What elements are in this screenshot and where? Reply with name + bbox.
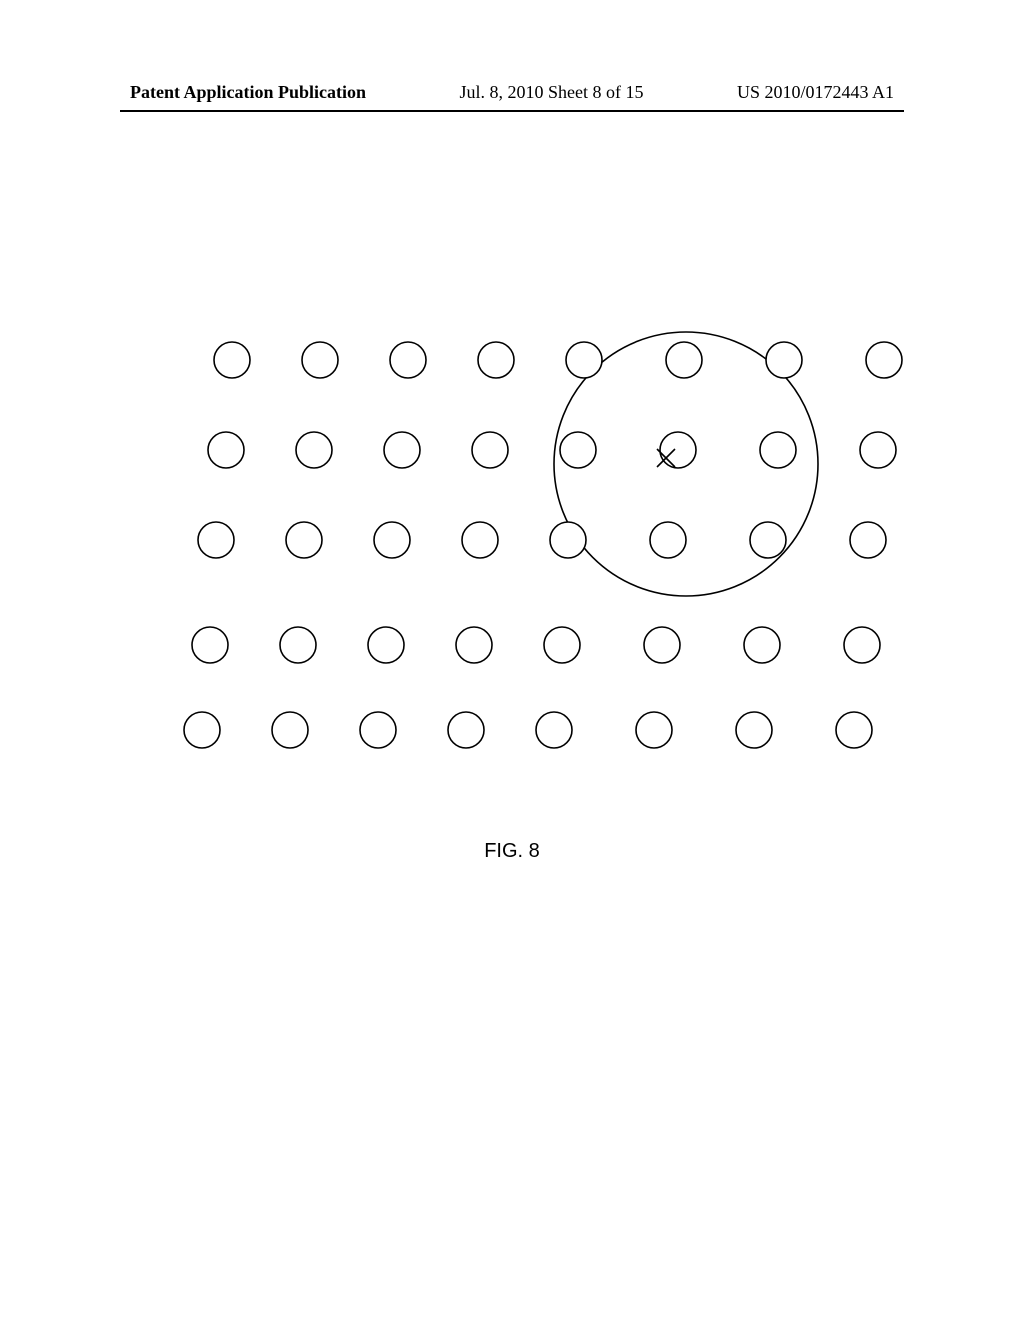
grid-circle (536, 712, 572, 748)
grid-circle (750, 522, 786, 558)
grid-circle (478, 342, 514, 378)
grid-circle (462, 522, 498, 558)
grid-circle (744, 627, 780, 663)
grid-circle (192, 627, 228, 663)
grid-circle (660, 432, 696, 468)
page: Patent Application Publication Jul. 8, 2… (0, 0, 1024, 1320)
grid-circle (198, 522, 234, 558)
grid-circle (286, 522, 322, 558)
header-rule (120, 110, 904, 112)
figure-caption: FIG. 8 (0, 840, 1024, 863)
grid-circle (456, 627, 492, 663)
page-header: Patent Application Publication Jul. 8, 2… (0, 82, 1024, 103)
grid-circle (650, 522, 686, 558)
grid-circle (636, 712, 672, 748)
grid-circle (544, 627, 580, 663)
grid-circle (374, 522, 410, 558)
grid-circle (384, 432, 420, 468)
grid-circle (368, 627, 404, 663)
grid-circle (736, 712, 772, 748)
grid-circle (844, 627, 880, 663)
grid-circle (360, 712, 396, 748)
figure-area (0, 300, 1024, 760)
grid-circle (566, 342, 602, 378)
grid-circle (866, 342, 902, 378)
sheet-label: Jul. 8, 2010 Sheet 8 of 15 (460, 82, 644, 103)
grid-circle (296, 432, 332, 468)
grid-circle (390, 342, 426, 378)
grid-circle (760, 432, 796, 468)
grid-circle (214, 342, 250, 378)
grid-circle (850, 522, 886, 558)
grid-circle (208, 432, 244, 468)
grid-circle (766, 342, 802, 378)
grid-circle (644, 627, 680, 663)
patent-number: US 2010/0172443 A1 (737, 82, 894, 103)
grid-circle (184, 712, 220, 748)
grid-circle (860, 432, 896, 468)
grid-circle (448, 712, 484, 748)
header-row: Patent Application Publication Jul. 8, 2… (0, 82, 1024, 103)
publication-label: Patent Application Publication (130, 82, 366, 103)
grid-circle (280, 627, 316, 663)
figure-svg (72, 300, 952, 760)
grid-circle (836, 712, 872, 748)
grid-circle (272, 712, 308, 748)
grid-circle (302, 342, 338, 378)
grid-circle (560, 432, 596, 468)
grid-circle (666, 342, 702, 378)
grid-circle (550, 522, 586, 558)
grid-circle (472, 432, 508, 468)
